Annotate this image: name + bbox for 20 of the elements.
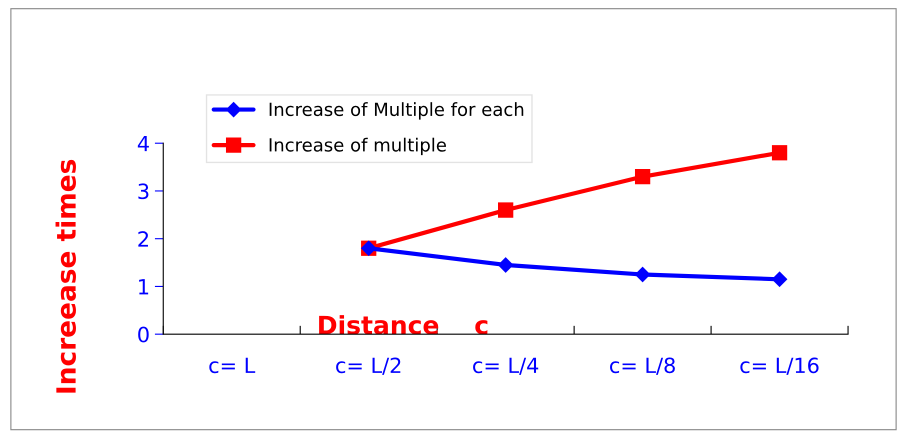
y-tick-label: 2 — [138, 231, 148, 247]
y-tick-label: 4 — [138, 136, 149, 152]
x-tick-label: c= L — [209, 358, 256, 374]
x-tick-label: c= L/4 — [473, 358, 538, 375]
y-tick-label: 3 — [138, 183, 148, 200]
x-tick-label: c= L/8 — [610, 357, 675, 375]
legend-label: Increase of multiple — [270, 138, 446, 156]
x-tick-label: c= L/16 — [740, 357, 819, 375]
y-tick-label: 1 — [139, 279, 148, 294]
point — [498, 257, 514, 273]
point — [634, 169, 650, 184]
point — [635, 266, 650, 282]
y-axis-title: Increease times — [56, 160, 76, 393]
x-tick-label: c= L/2 — [336, 357, 400, 375]
point — [772, 272, 788, 287]
x-axis-title: Distance c — [319, 315, 488, 334]
point — [498, 202, 514, 218]
legend-label: Increase of Multiple for each — [270, 102, 524, 120]
y-tick-label: 0 — [138, 326, 149, 342]
point — [772, 145, 788, 160]
